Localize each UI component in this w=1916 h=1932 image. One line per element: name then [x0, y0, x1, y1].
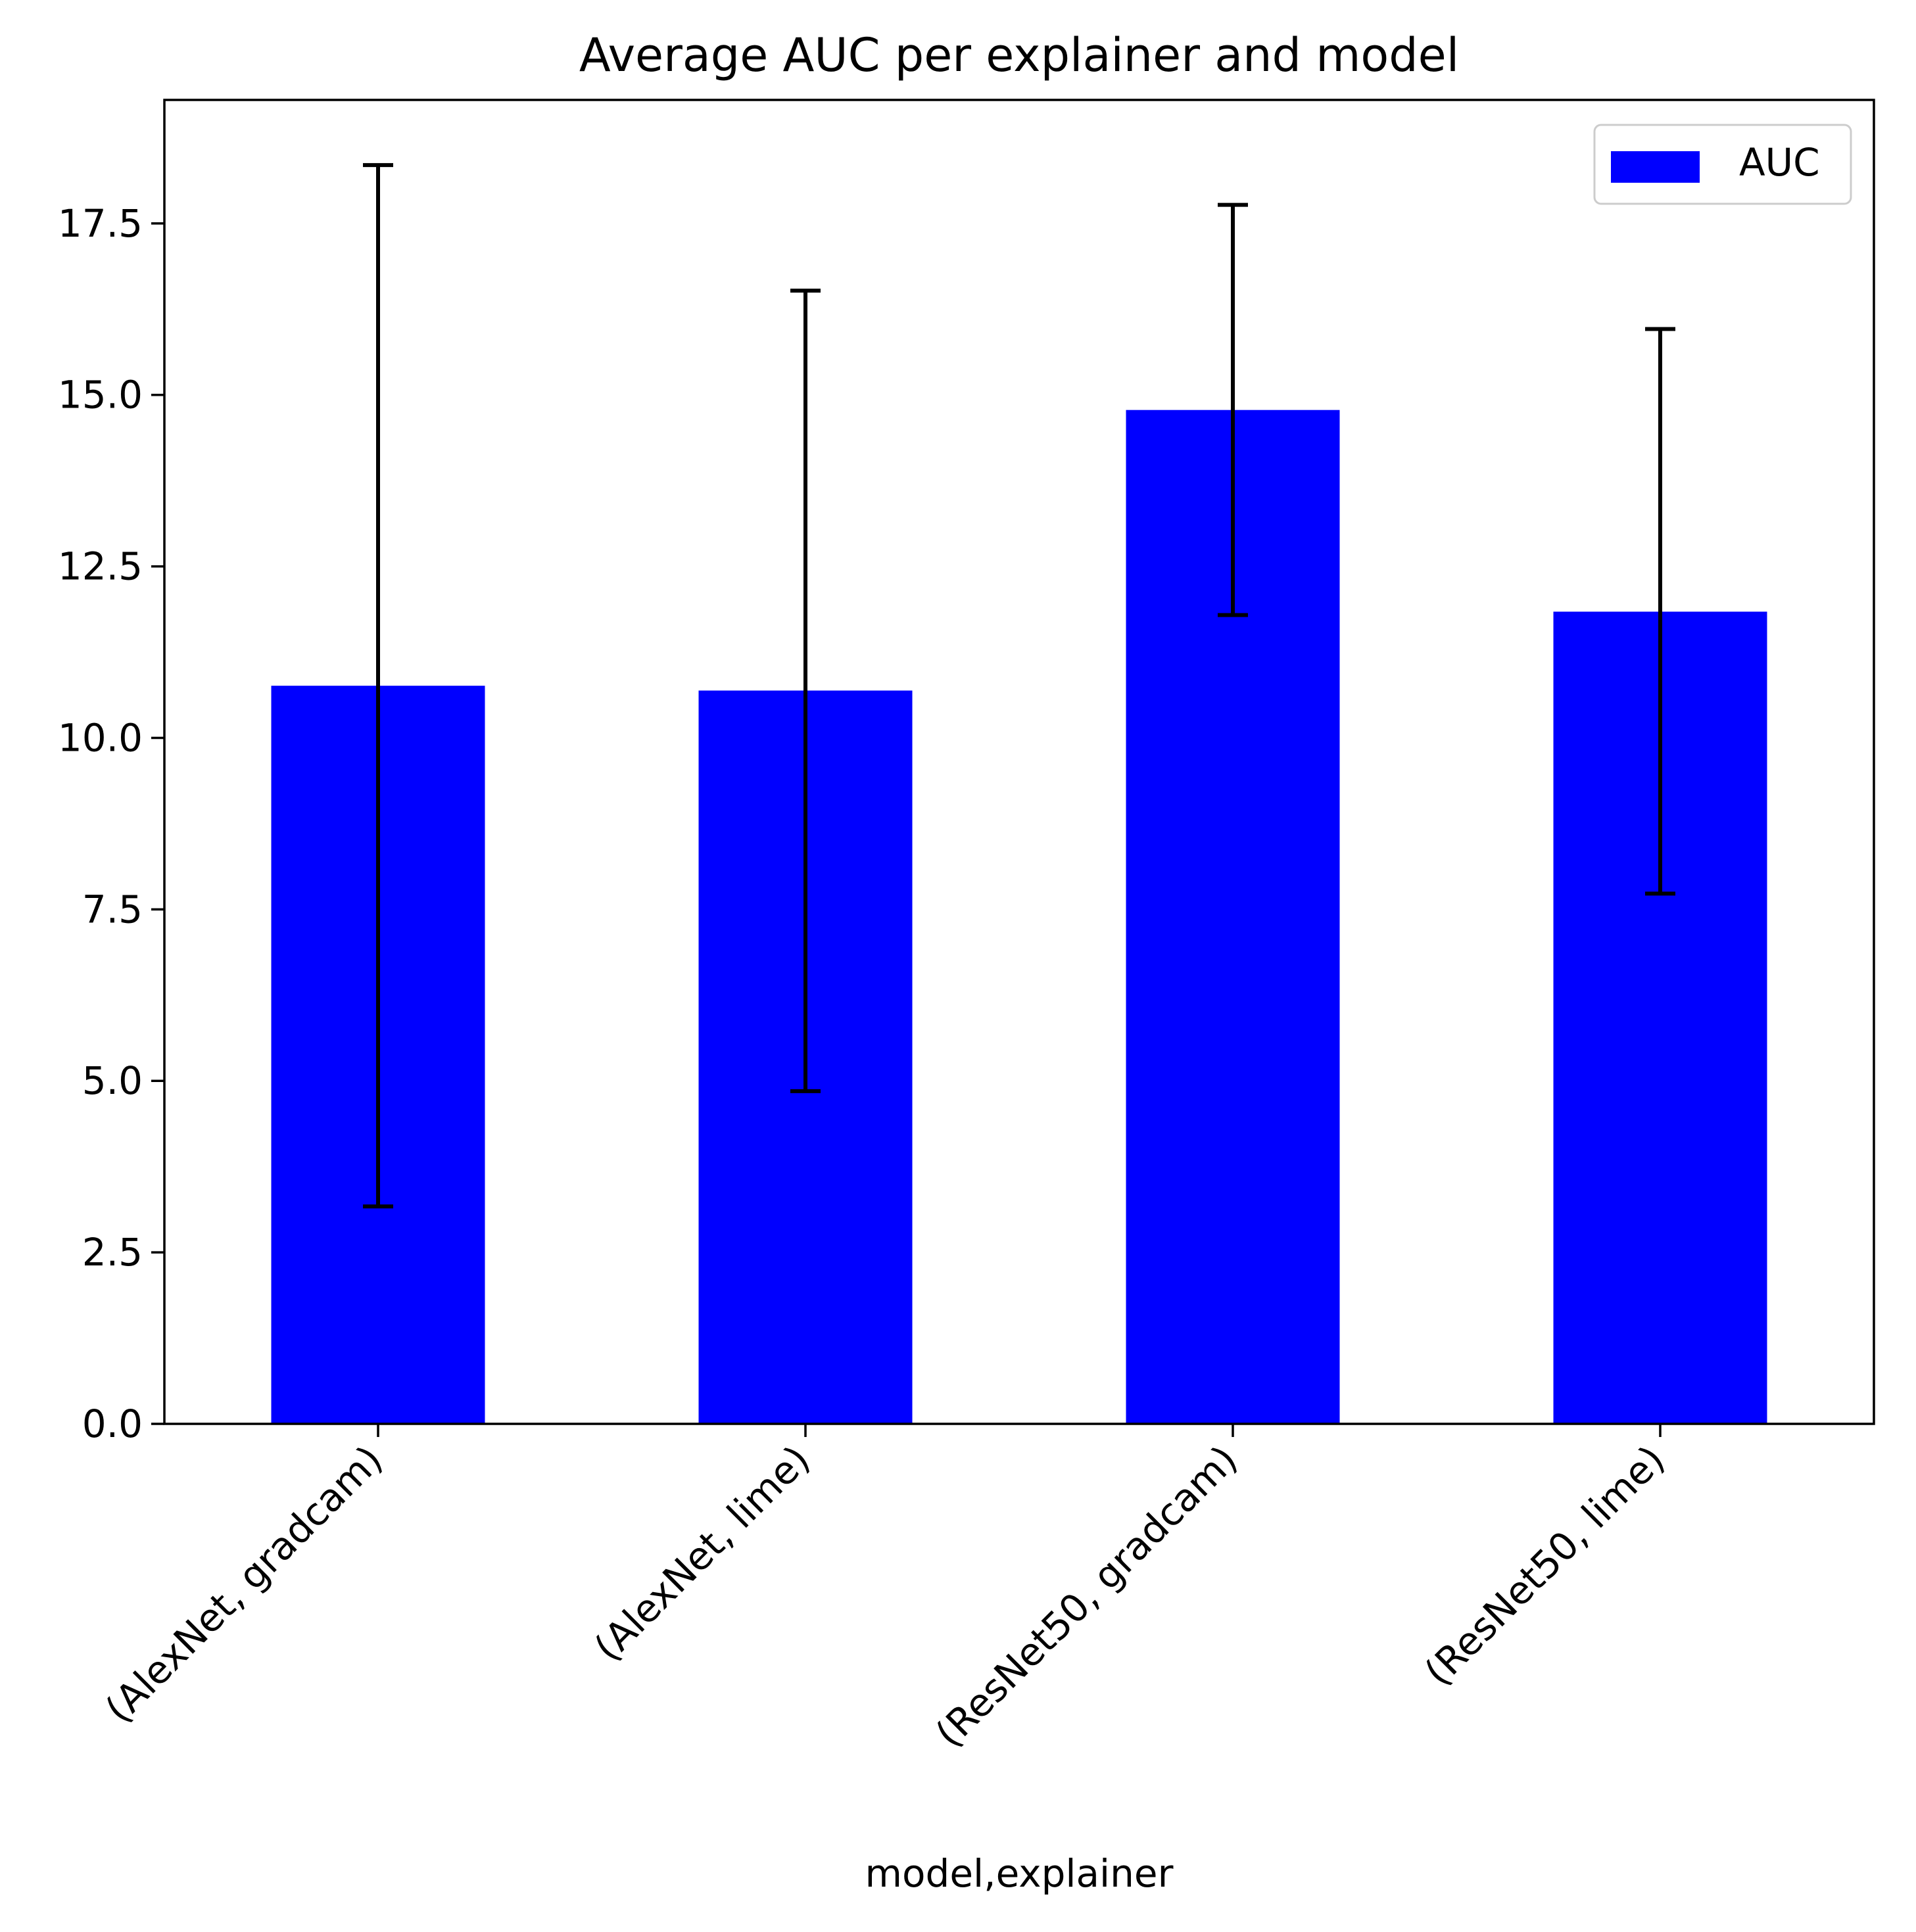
y-tick-label: 10.0	[58, 715, 143, 760]
y-tick-label: 2.5	[82, 1230, 143, 1275]
x-tick-label: (ResNet50, lime)	[1416, 1437, 1673, 1695]
y-tick-label: 15.0	[58, 373, 143, 417]
y-tick-label: 0.0	[82, 1402, 143, 1446]
legend-label: AUC	[1739, 140, 1820, 185]
y-tick-label: 17.5	[58, 201, 143, 246]
legend-frame	[1593, 124, 1852, 205]
x-axis-label: model,explainer	[865, 1851, 1174, 1896]
chart-title: Average AUC per explainer and model	[579, 28, 1459, 82]
y-tick-label: 12.5	[58, 544, 143, 589]
y-tick-label: 5.0	[82, 1058, 143, 1103]
plot-area: (AlexNet, gradcam) (AlexNet, lime) (ResNet…	[58, 163, 1767, 1756]
x-tick-label: (ResNet50, gradcam)	[927, 1437, 1246, 1756]
x-tick-label: (AlexNet, lime)	[586, 1437, 819, 1670]
legend-swatch	[1611, 151, 1700, 183]
axes-frame	[163, 99, 1875, 1425]
x-tick-label: (AlexNet, gradcam)	[97, 1437, 391, 1732]
legend: AUC	[1593, 124, 1852, 205]
y-tick-label: 7.5	[82, 887, 143, 931]
